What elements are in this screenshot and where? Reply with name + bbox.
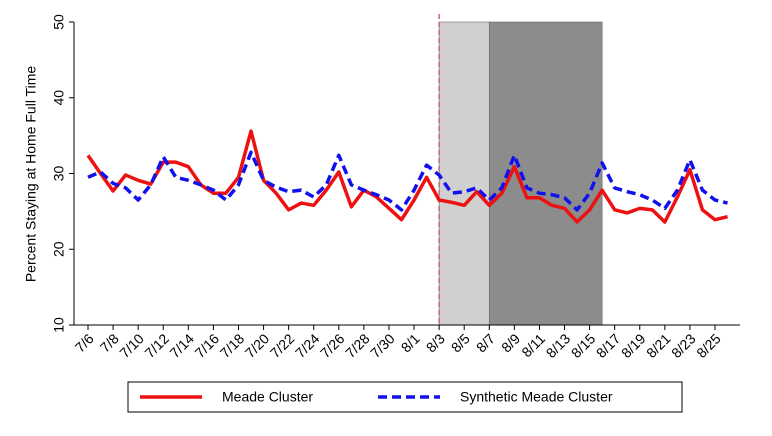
x-tick-label: 7/30	[367, 330, 398, 361]
y-tick-label: 20	[51, 241, 67, 257]
legend-label: Synthetic Meade Cluster	[460, 389, 613, 405]
x-tick-label: 8/7	[473, 330, 498, 355]
y-tick-label: 40	[51, 90, 67, 106]
x-tick-label: 7/28	[342, 330, 373, 361]
x-tick-label: 8/15	[568, 330, 599, 361]
x-tick-label: 7/14	[166, 330, 197, 361]
x-tick-label: 7/22	[267, 330, 298, 361]
x-tick-label: 7/12	[141, 330, 172, 361]
x-tick-label: 8/5	[448, 330, 473, 355]
x-tick-label: 8/21	[643, 330, 674, 361]
x-tick-label: 8/17	[593, 330, 624, 361]
x-tick-label: 7/10	[116, 330, 147, 361]
y-tick-label: 10	[51, 317, 67, 333]
x-tick-label: 8/11	[518, 330, 548, 360]
y-tick-label: 30	[51, 166, 67, 182]
shaded-period	[438, 21, 490, 326]
x-tick-label: 8/1	[398, 330, 423, 355]
x-tick-label: 7/6	[72, 330, 97, 355]
x-tick-label: 7/18	[217, 330, 248, 361]
legend-box	[127, 381, 683, 413]
x-tick-label: 8/9	[498, 330, 523, 355]
x-tick-label: 8/3	[423, 330, 448, 355]
x-tick-label: 8/23	[668, 330, 699, 361]
series-line	[86, 129, 728, 224]
legend-label: Meade Cluster	[222, 389, 313, 405]
x-tick-label: 8/25	[693, 330, 724, 361]
x-tick-label: 8/13	[543, 330, 574, 361]
x-tick-label: 7/24	[292, 330, 323, 361]
y-tick-label: 50	[51, 14, 67, 30]
x-tick-label: 7/26	[317, 330, 348, 361]
x-tick-label: 8/19	[618, 330, 649, 361]
y-axis-label: Percent Staying at Home Full Time	[23, 66, 39, 283]
x-tick-label: 7/16	[192, 330, 223, 361]
x-tick-label: 7/20	[242, 330, 273, 361]
series-line	[87, 150, 728, 212]
